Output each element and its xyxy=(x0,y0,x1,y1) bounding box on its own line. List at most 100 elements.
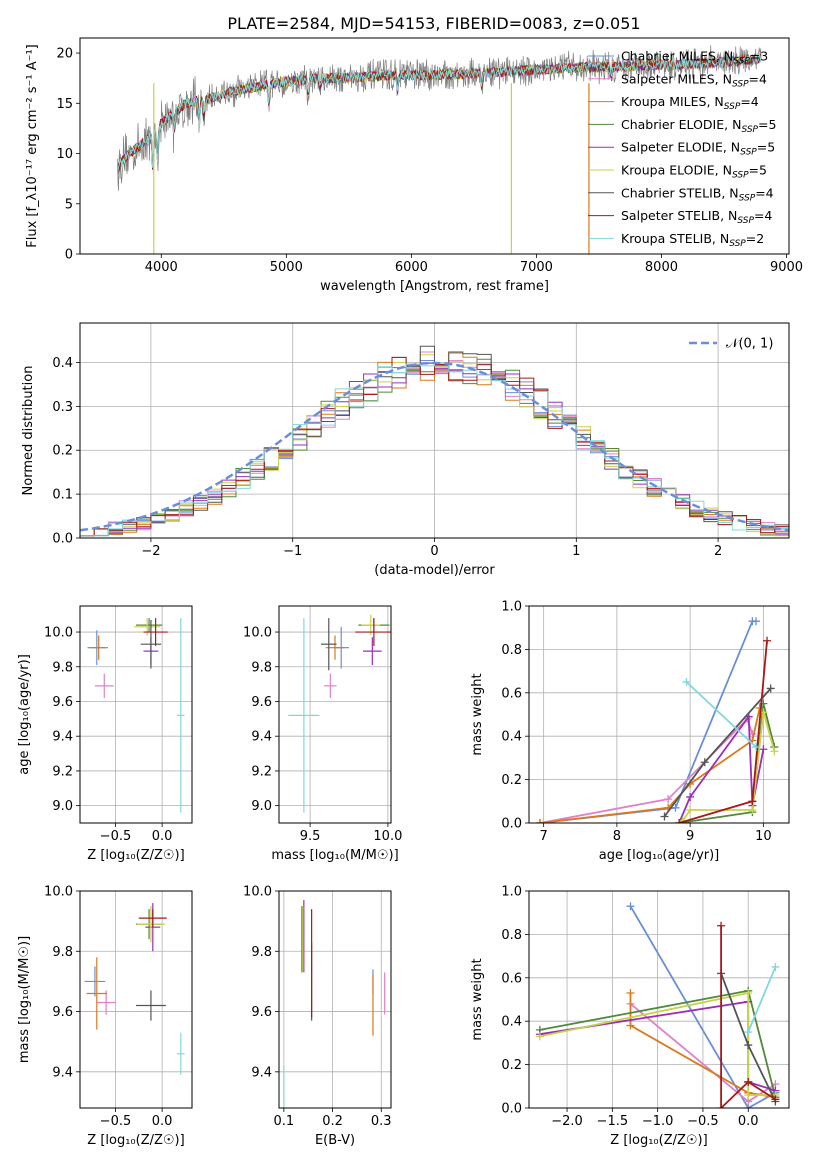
y-tick-label: 10.0 xyxy=(44,626,73,641)
plot-area xyxy=(283,900,386,1108)
y-tick-label: 9.4 xyxy=(251,730,272,745)
x-tick-label: 0.0 xyxy=(152,1114,173,1129)
spectrum-panel: 4000 5000 6000 7000 8000 9000 0 5 10 15 20 waveleng… xyxy=(25,37,803,294)
weight-vs-metallicity-panel: −2.0 −1.5 −1.0 −0.5 0.0 0.0 0.2 0.4 0.6 0.8 1.0 Z [… xyxy=(470,885,790,1148)
y-tick-label: 0.4 xyxy=(52,356,73,371)
y-tick-label: 9.8 xyxy=(52,660,73,675)
x-axis-label: wavelength [Angstrom, rest frame] xyxy=(320,279,549,294)
legend-label: Chabrier ELODIE, NSSP=5 xyxy=(621,117,776,135)
gridlines xyxy=(80,606,192,823)
x-tick-label: 0.2 xyxy=(322,1114,343,1129)
mass-weight-line-2 xyxy=(539,717,754,823)
legend-label: Kroupa ELODIE, NSSP=5 xyxy=(621,163,767,181)
mass-weight-marker xyxy=(535,819,544,823)
x-axis-label: mass [log₁₀(M/M☉)] xyxy=(271,848,398,863)
mass-weight-marker xyxy=(700,758,709,767)
ticks: −2 −1 0 1 2 0.0 0.1 0.2 0.3 0.4 xyxy=(52,356,722,559)
mass-weight-marker xyxy=(744,1028,753,1037)
errorbar-point-2 xyxy=(94,673,114,699)
y-tick-label: 20 xyxy=(56,47,73,62)
x-tick-label: −1.5 xyxy=(597,1114,629,1129)
x-tick-label: −2.0 xyxy=(551,1114,583,1129)
legend-label-subscript: SSP xyxy=(739,193,756,203)
mass-weight-marker xyxy=(744,1090,753,1099)
x-tick-label: 0.0 xyxy=(152,829,173,844)
mass-weight-marker xyxy=(766,684,775,693)
y-tick-label: 15 xyxy=(56,97,73,112)
y-tick-label: 0.0 xyxy=(501,817,522,832)
ticks: −0.5 0.0 9.4 9.6 9.8 10.0 xyxy=(44,885,172,1130)
residual-histogram-9 xyxy=(80,362,789,537)
legend-label-value: =4 xyxy=(740,94,758,109)
legend-label-text: Chabrier MILES, N xyxy=(621,49,733,64)
x-tick-label: 0.0 xyxy=(738,1114,759,1129)
y-axis-label: mass [log₁₀(M/M☉)] xyxy=(17,936,32,1063)
x-tick-label: 7000 xyxy=(520,260,553,275)
x-tick-label: 0 xyxy=(430,544,438,559)
errorbar-point-3 xyxy=(89,635,108,660)
plot-area xyxy=(84,903,185,1075)
y-tick-label: 9.6 xyxy=(251,695,272,710)
legend-label-text: Chabrier ELODIE, N xyxy=(621,117,741,132)
y-axis-label: mass weight xyxy=(470,958,485,1040)
x-tick-label: −0.5 xyxy=(100,829,132,844)
y-tick-label: 0.6 xyxy=(501,686,522,701)
y-tick-label: 0.2 xyxy=(501,773,522,788)
legend-label-subscript: SSP xyxy=(740,148,757,158)
mass-weight-marker xyxy=(626,1021,635,1030)
mass-weight-marker xyxy=(744,1041,753,1050)
plot-area xyxy=(288,614,391,813)
legend-label: Chabrier MILES, NSSP=3 xyxy=(621,49,768,67)
y-tick-label: 1.0 xyxy=(501,600,522,615)
y-tick-label: 0.4 xyxy=(501,1015,522,1030)
mass-weight-marker xyxy=(748,805,757,814)
x-tick-label: 1 xyxy=(572,544,580,559)
residuals-panel: −2 −1 0 1 2 0.0 0.1 0.2 0.3 0.4 (data-model)/error… xyxy=(21,322,790,578)
y-tick-label: 10.0 xyxy=(243,626,272,641)
y-tick-label: 10.0 xyxy=(243,885,272,900)
y-tick-label: 9.0 xyxy=(52,799,73,814)
errorbar-point-9 xyxy=(177,618,185,813)
axes-frame xyxy=(278,605,392,824)
y-tick-label: 0.0 xyxy=(52,532,73,547)
axes-frame xyxy=(528,605,790,824)
x-tick-label: 7 xyxy=(540,829,548,844)
y-tick-label: 10.0 xyxy=(44,885,73,900)
x-tick-label: 9.5 xyxy=(300,829,321,844)
y-axis-label: Normed distribution xyxy=(21,366,36,496)
legend-label-subscript: SSP xyxy=(732,171,749,181)
mass-weight-line-3 xyxy=(539,707,761,823)
x-tick-label: 5000 xyxy=(270,260,303,275)
mass-weight-marker xyxy=(682,677,691,686)
mass-weight-marker xyxy=(763,636,772,645)
y-tick-label: 9.4 xyxy=(251,1065,272,1080)
legend-label-text: Kroupa MILES, N xyxy=(621,94,724,109)
mass-vs-metallicity-panel: −0.5 0.0 9.4 9.6 9.8 10.0 Z [log₁₀(Z/Z☉)] mass … xyxy=(17,885,193,1148)
x-tick-label: −1.0 xyxy=(642,1114,674,1129)
legend-label-subscript: SSP xyxy=(737,216,754,226)
mass-weight-marker xyxy=(686,805,695,814)
x-axis-label: (data-model)/error xyxy=(374,563,495,578)
normal-distribution-curve xyxy=(80,361,789,532)
axes-frame xyxy=(278,890,392,1109)
legend-label: Salpeter STELIB, NSSP=4 xyxy=(621,208,772,226)
y-tick-label: 0.0 xyxy=(501,1102,522,1117)
y-tick-label: 9.8 xyxy=(251,945,272,960)
y-tick-label: 9.0 xyxy=(251,799,272,814)
y-tick-label: 9.6 xyxy=(251,1005,272,1020)
errorbar-point-8 xyxy=(138,909,167,928)
legend-label: Kroupa STELIB, NSSP=2 xyxy=(621,231,764,249)
legend-label-text: Kroupa STELIB, N xyxy=(621,231,729,246)
mass-vs-ebv-panel: 0.1 0.2 0.3 9.4 9.6 9.8 10.0 E(B-V) xyxy=(243,885,392,1149)
x-tick-label: −1 xyxy=(283,544,302,559)
x-axis-label: E(B-V) xyxy=(315,1133,355,1148)
legend-label-value: =4 xyxy=(754,208,772,223)
x-tick-label: 8 xyxy=(613,829,621,844)
legend: 𝒩(0, 1) xyxy=(689,337,773,352)
x-axis-label: Z [log₁₀(Z/Z☉)] xyxy=(87,848,184,863)
ticks: −2.0 −1.5 −1.0 −0.5 0.0 0.0 0.2 0.4 0.6 0.8 1.0 xyxy=(501,885,758,1130)
plot-area xyxy=(535,617,779,823)
errorbar-point-7 xyxy=(321,618,337,671)
y-tick-label: 0.4 xyxy=(501,730,522,745)
